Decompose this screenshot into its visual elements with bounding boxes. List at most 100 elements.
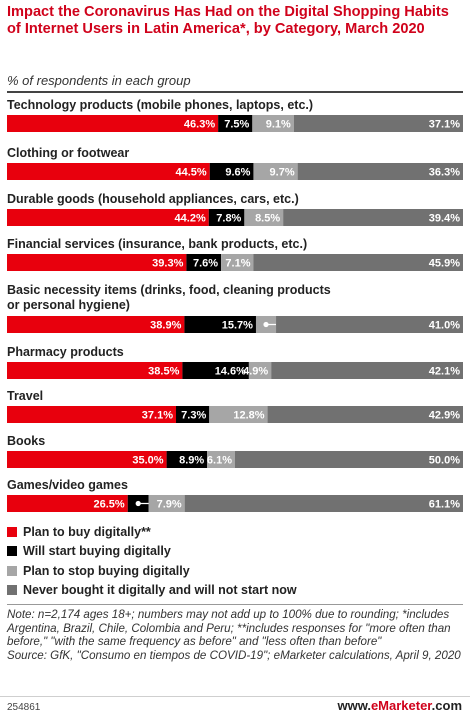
data-label: 61.1% [429,499,460,511]
data-label: 8.9% [179,455,204,467]
category-label: Travel [7,389,43,403]
data-label: 7.5% [224,119,249,131]
data-label: 8.5% [255,213,280,225]
data-label: 9.6% [225,167,250,179]
notes: Note: n=2,174 ages 18+; numbers may not … [7,608,465,662]
data-label: 44.2% [175,213,206,225]
bar-segment [207,451,235,468]
legend-swatch [7,585,17,596]
bar-segment [276,316,463,333]
legend-item: Never bought it digitally and will not s… [7,581,297,601]
bar-segment [182,362,249,379]
category-label: Books [7,434,45,448]
bar-segment [7,451,167,468]
data-label: 7.3% [181,410,206,422]
bar-segment [293,115,463,132]
data-label: 42.9% [429,410,460,422]
category-label: Durable goods (household appliances, car… [7,192,299,206]
bar-segment [7,163,210,180]
brand-name: eMarketer [370,698,432,713]
bar-segment [209,406,268,423]
bar-segment [253,163,298,180]
data-label: 38.5% [148,366,179,378]
data-label: 9.1% [266,119,291,131]
data-label: 41.0% [429,320,460,332]
bar-segment [166,451,208,468]
data-label: 7.1% [225,258,250,270]
bar-segment [7,254,187,271]
bar-segment [148,495,185,512]
bar-segment [208,209,245,226]
bar-segment [186,254,222,271]
category-label: Technology products (mobile phones, lapt… [7,98,313,112]
bar-segment [271,362,463,379]
data-label: 37.1% [429,119,460,131]
category-label: Pharmacy products [7,345,124,359]
data-label: 7.6% [193,258,218,270]
data-label: 15.7% [222,320,253,332]
data-label: 37.1% [142,410,173,422]
bar-segment [7,115,219,132]
data-label: 12.8% [233,410,264,422]
bar-segment [267,406,463,423]
legend-item: Plan to buy digitally** [7,522,297,542]
data-label: 35.0% [132,455,163,467]
bar-segment [184,495,463,512]
category-label: Clothing or footwear [7,146,129,160]
data-label: 42.1% [429,366,460,378]
bar-segment [7,495,128,512]
legend-swatch [7,526,17,537]
legend-label: Never bought it digitally and will not s… [23,583,297,598]
legend-item: Will start buying digitally [7,542,297,562]
footer-divider [0,696,470,697]
data-label: 46.3% [184,119,215,131]
bar-segment [248,362,272,379]
bar-segment [7,406,177,423]
bar-segment [218,115,253,132]
category-label-line: or personal hygiene) [7,298,130,312]
data-label: 26.5% [94,499,125,511]
brand-prefix: www. [337,698,371,713]
brand-suffix: .com [431,698,462,713]
data-label: 39.4% [429,213,460,225]
bar-segment [7,209,209,226]
bar-segment [209,163,254,180]
bar-segment [184,316,256,333]
bar-segment [7,362,183,379]
data-label: 50.0% [429,455,460,467]
bar-segment [176,406,210,423]
bar-segment [221,254,254,271]
bar-segment [297,163,463,180]
bar-segment [7,316,185,333]
data-label: 45.9% [429,258,460,270]
bar-segment [252,115,294,132]
top-divider [7,91,463,93]
legend-swatch [7,565,17,576]
data-label: 14.6% [215,366,246,378]
notes-divider [7,604,463,605]
chart-title: Impact the Coronavirus Has Had on the Di… [7,4,449,37]
note-text: Note: n=2,174 ages 18+; numbers may not … [7,608,451,649]
bar-segment [235,451,463,468]
data-label: 7.8% [216,213,241,225]
bar-segment [283,209,463,226]
legend-label: Will start buying digitally [23,544,171,559]
chart-id: 254861 [7,702,41,713]
data-label: 9.7% [270,167,295,179]
data-label: 6.1% [207,455,232,467]
stacked-bar-chart: Technology products (mobile phones, lapt… [7,98,463,512]
legend-label: Plan to buy digitally** [23,524,151,539]
chart-subtitle: % of respondents in each group [7,73,191,88]
data-label: 38.9% [150,320,181,332]
bar-segment [253,254,463,271]
category-label-line: Basic necessity items (drinks, food, cle… [7,283,331,297]
data-label: 39.3% [152,258,183,270]
data-label: 44.5% [176,167,207,179]
data-label: 4.9% [243,366,268,378]
legend-item: Plan to stop buying digitally [7,561,297,581]
brand-logo: www.eMarketer.com [337,698,462,713]
legend-swatch [7,546,17,557]
category-label: Games/video games [7,478,128,492]
bar-segment [244,209,284,226]
legend: Plan to buy digitally** Will start buying… [7,522,297,600]
